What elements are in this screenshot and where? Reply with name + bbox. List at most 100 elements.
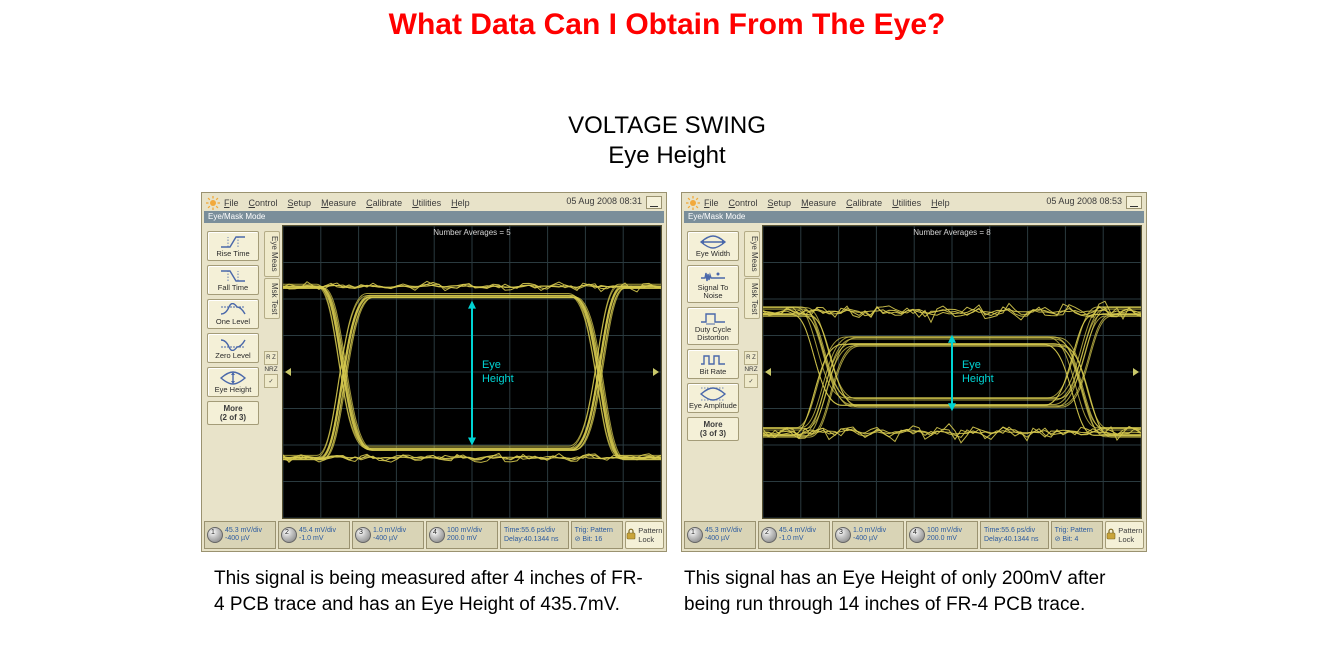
zero-level-label: Zero Level (215, 352, 250, 360)
channel-1-box[interactable]: 145.3 mV/div-400 µV (684, 521, 756, 549)
menu-setup[interactable]: Setup (288, 198, 312, 208)
more-button[interactable]: More(3 of 3) (687, 417, 739, 441)
eye-amplitude-icon (699, 387, 727, 401)
menu-calibrate[interactable]: Calibrate (846, 198, 882, 208)
nrz-toggle[interactable]: R ZNRZ✓ (744, 351, 758, 393)
channel-4-box[interactable]: 4100 mV/div200.0 mV (906, 521, 978, 549)
oscilloscope-window-right: File Control Setup Measure Calibrate Utilitie… (681, 192, 1147, 552)
fall-time-label: Fall Time (218, 284, 248, 292)
status-bar: 145.3 mV/div-400 µV245.4 mV/div-1.0 mV31… (204, 521, 664, 549)
channel-1-knob-icon: 1 (207, 527, 223, 543)
nrz-check-icon: ✓ (744, 374, 758, 388)
eye-height-label: Eye Height (215, 386, 252, 394)
pattern-lock-label: Pattern Lock (638, 526, 663, 544)
trigger-l1: Trig: Pattern (575, 526, 620, 535)
channel-3-knob-icon: 3 (355, 527, 371, 543)
channel-2-knob-icon: 2 (281, 527, 297, 543)
nrz-label: NRZ (264, 366, 277, 373)
menu-measure[interactable]: Measure (321, 198, 356, 208)
measure-sidebar: Rise Time Fall Time One Level Zero Level Eye… (204, 225, 262, 519)
duty-cycle-distortion-button[interactable]: Duty Cycle Distortion (687, 307, 739, 345)
caption-left: This signal is being measured after 4 in… (214, 566, 644, 617)
nrz-check-icon: ✓ (264, 374, 278, 388)
nrz-label: NRZ (744, 366, 757, 373)
menu-file[interactable]: File (224, 198, 239, 208)
channel-4-readout: 100 mV/div200.0 mV (447, 527, 482, 543)
status-bar: 145.3 mV/div-400 µV245.4 mV/div-1.0 mV31… (684, 521, 1144, 549)
bit-rate-icon (699, 353, 727, 367)
trigger-l1: Trig: Pattern (1055, 526, 1100, 535)
eye-width-icon (699, 235, 727, 249)
menu-calibrate[interactable]: Calibrate (366, 198, 402, 208)
channel-4-box[interactable]: 4100 mV/div200.0 mV (426, 521, 498, 549)
channel-4-knob-icon: 4 (909, 527, 925, 543)
window-minimize-button[interactable] (1126, 196, 1142, 209)
nrz-toggle[interactable]: R ZNRZ✓ (264, 351, 278, 393)
menu-control[interactable]: Control (249, 198, 278, 208)
rise-time-button[interactable]: Rise Time (207, 231, 259, 261)
zero-level-button[interactable]: Zero Level (207, 333, 259, 363)
channel-3-box[interactable]: 31.0 mV/div-400 µV (352, 521, 424, 549)
channel-1-box[interactable]: 145.3 mV/div-400 µV (204, 521, 276, 549)
more-label: More (223, 404, 242, 413)
tab-eye-meas[interactable]: Eye Meas (264, 231, 280, 277)
svg-text:Eye: Eye (962, 359, 981, 371)
timebase-box[interactable]: Time:55.6 ps/divDelay:40.1344 ns (980, 521, 1049, 549)
menu-help[interactable]: Help (451, 198, 470, 208)
channel-1-knob-icon: 1 (687, 527, 703, 543)
one-level-label: One Level (216, 318, 250, 326)
channel-2-box[interactable]: 245.4 mV/div-1.0 mV (758, 521, 830, 549)
svg-text:Height: Height (962, 373, 994, 385)
caption-right: This signal has an Eye Height of only 20… (684, 566, 1114, 617)
pattern-lock-button[interactable]: Pattern Lock (625, 521, 664, 549)
fall-time-button[interactable]: Fall Time (207, 265, 259, 295)
more-button[interactable]: More(2 of 3) (207, 401, 259, 425)
timebase-box[interactable]: Time:55.6 ps/divDelay:40.1344 ns (500, 521, 569, 549)
more-label: More (703, 420, 722, 429)
eye-height-button[interactable]: Eye Height (207, 367, 259, 397)
one-level-icon (219, 303, 247, 317)
duty-cycle-distortion-icon (699, 311, 727, 325)
one-level-button[interactable]: One Level (207, 299, 259, 329)
channel-3-box[interactable]: 31.0 mV/div-400 µV (832, 521, 904, 549)
timebase-l1: Time:55.6 ps/div (984, 526, 1045, 535)
eye-width-button[interactable]: Eye Width (687, 231, 739, 261)
bit-rate-button[interactable]: Bit Rate (687, 349, 739, 379)
tab-msk-test[interactable]: Msk Test (264, 278, 280, 319)
timebase-l2: Delay:40.1344 ns (504, 535, 565, 544)
more-page: (3 of 3) (700, 429, 726, 438)
channel-2-readout: 45.4 mV/div-1.0 mV (299, 527, 336, 543)
num-averages-label: Number Averages = 5 (283, 228, 661, 237)
rz-indicator: R Z (264, 351, 278, 365)
channel-2-readout: 45.4 mV/div-1.0 mV (779, 527, 816, 543)
eye-amplitude-button[interactable]: Eye Amplitude (687, 383, 739, 413)
timebase-l2: Delay:40.1344 ns (984, 535, 1045, 544)
rise-time-icon (219, 235, 247, 249)
agilent-logo-icon (685, 195, 701, 211)
signal-to-noise-button[interactable]: Signal To Noise (687, 265, 739, 303)
menu-utilities[interactable]: Utilities (892, 198, 921, 208)
menu-utilities[interactable]: Utilities (412, 198, 441, 208)
menu-control[interactable]: Control (729, 198, 758, 208)
slide-subtitle-2: Eye Height (0, 142, 1334, 170)
trigger-box[interactable]: Trig: Pattern⊘ Bit: 4 (1051, 521, 1104, 549)
menu-help[interactable]: Help (931, 198, 950, 208)
tab-eye-meas[interactable]: Eye Meas (744, 231, 760, 277)
trigger-l2: ⊘ Bit: 16 (575, 535, 620, 544)
more-page: (2 of 3) (220, 413, 246, 422)
svg-text:Eye: Eye (482, 359, 501, 371)
num-averages-label: Number Averages = 8 (763, 228, 1141, 237)
trigger-box[interactable]: Trig: Pattern⊘ Bit: 16 (571, 521, 624, 549)
lock-icon (626, 528, 636, 542)
pattern-lock-button[interactable]: Pattern Lock (1105, 521, 1144, 549)
menu-measure[interactable]: Measure (801, 198, 836, 208)
menu-file[interactable]: File (704, 198, 719, 208)
channel-1-readout: 45.3 mV/div-400 µV (705, 527, 742, 543)
mode-bar: Eye/Mask Mode (684, 211, 1144, 223)
channel-2-box[interactable]: 245.4 mV/div-1.0 mV (278, 521, 350, 549)
tab-msk-test[interactable]: Msk Test (744, 278, 760, 319)
channel-3-readout: 1.0 mV/div-400 µV (853, 527, 886, 543)
menu-setup[interactable]: Setup (768, 198, 792, 208)
pattern-lock-label: Pattern Lock (1118, 526, 1143, 544)
window-minimize-button[interactable] (646, 196, 662, 209)
